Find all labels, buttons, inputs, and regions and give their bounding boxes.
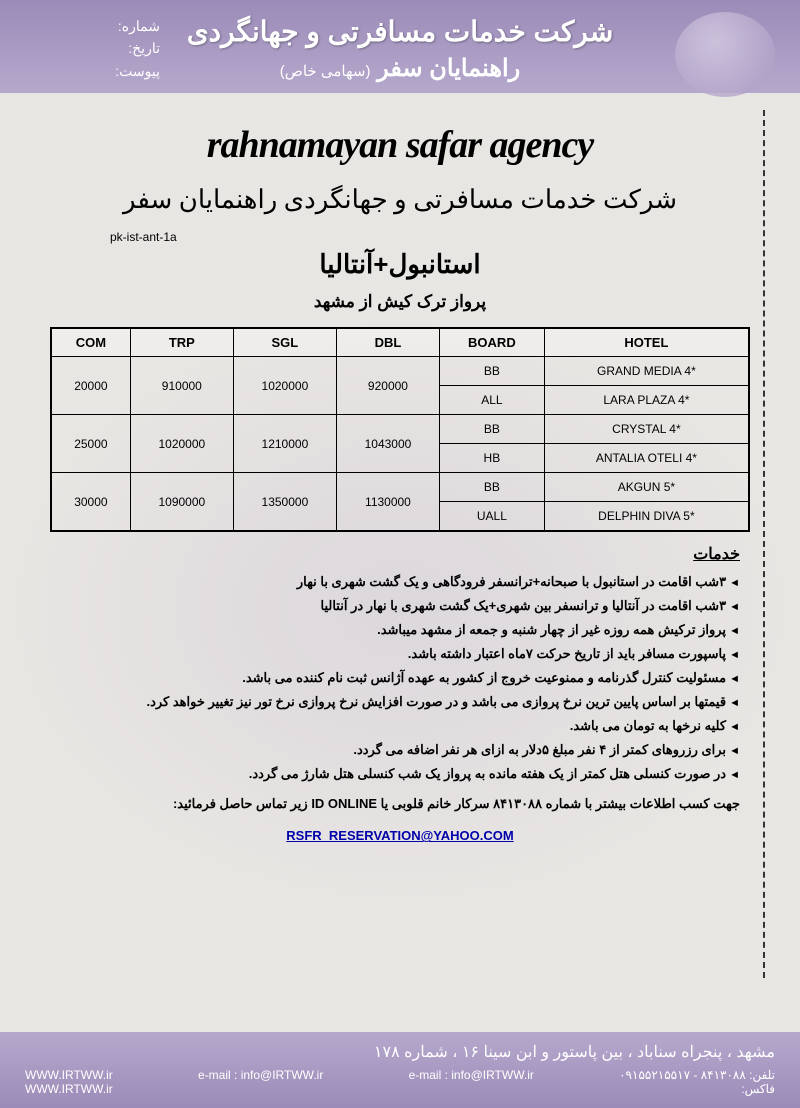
price-cell: 1210000 (233, 415, 336, 473)
service-item: در صورت کنسلی هتل کمتر از یک هفته مانده … (50, 762, 740, 786)
hotel-cell: GRAND MEDIA 4*LARA PLAZA 4* (544, 357, 749, 415)
globe-logo-icon (675, 12, 775, 97)
price-cell: 1020000 (233, 357, 336, 415)
service-item: کلیه نرخها به تومان می باشد. (50, 714, 740, 738)
destination-title: استانبول+آنتالیا (50, 249, 750, 280)
board-cell: BBHB (439, 415, 544, 473)
footer-web: WWW.IRTWW.ir (25, 1068, 113, 1082)
footer-address: مشهد ، پنجراه سناباد ، بین پاستور و ابن … (25, 1042, 775, 1062)
service-item: ۳شب اقامت در آنتالیا و ترانسفر بین شهری+… (50, 594, 740, 618)
footer-phone: تلفن: ۸۴۱۳۰۸۸ - ۰۹۱۵۵۲۱۵۵۱۷ (619, 1068, 775, 1082)
services-header: خدمات (50, 544, 740, 564)
services-list: ۳شب اقامت در استانبول با صبحانه+ترانسفر … (50, 570, 740, 786)
price-cell: 920000 (336, 357, 439, 415)
service-item: پرواز ترکیش همه روزه غیر از چهار شنبه و … (50, 618, 740, 642)
hotel-cell: CRYSTAL 4*ANTALIA OTELI 4* (544, 415, 749, 473)
table-row: 30000109000013500001130000BBUALLAKGUN 5*… (51, 473, 749, 532)
table-header-cell: DBL (336, 328, 439, 357)
price-table: COMTRPSGLDBLBOARDHOTEL 20000910000102000… (50, 327, 750, 532)
price-cell: 20000 (51, 357, 130, 415)
footer-fax: فاکس: (738, 1082, 775, 1096)
price-cell: 910000 (130, 357, 233, 415)
label-date: تاریخ: (115, 37, 160, 59)
agency-name-english: rahnamayan safar agency (50, 123, 750, 167)
service-item: قیمتها بر اساس پایین ترین نرخ پروازی می … (50, 690, 740, 714)
footer-web2: WWW.IRTWW.ir (25, 1082, 113, 1096)
header-labels: شماره: تاریخ: پیوست: (115, 15, 160, 82)
price-cell: 1020000 (130, 415, 233, 473)
price-cell: 1130000 (336, 473, 439, 532)
table-row: 200009100001020000920000BBALLGRAND MEDIA… (51, 357, 749, 415)
label-number: شماره: (115, 15, 160, 37)
hotel-cell: AKGUN 5*DELPHIN DIVA 5* (544, 473, 749, 532)
agency-name-farsi: شرکت خدمات مسافرتی و جهانگردی راهنمایان … (50, 185, 750, 215)
board-cell: BBUALL (439, 473, 544, 532)
table-header-cell: TRP (130, 328, 233, 357)
service-item: پاسپورت مسافر باید از تاریخ حرکت ۷ماه اع… (50, 642, 740, 666)
price-cell: 1043000 (336, 415, 439, 473)
board-cell: BBALL (439, 357, 544, 415)
price-cell: 25000 (51, 415, 130, 473)
footer-email2: e-mail : info@IRTWW.ir (198, 1068, 323, 1082)
letterhead-header: شماره: تاریخ: پیوست: شرکت خدمات مسافرتی … (0, 0, 800, 93)
package-code: pk-ist-ant-1a (110, 230, 750, 244)
price-cell: 1090000 (130, 473, 233, 532)
document-content: rahnamayan safar agency شرکت خدمات مسافر… (0, 93, 800, 865)
letterhead-footer: مشهد ، پنجراه سناباد ، بین پاستور و ابن … (0, 1032, 800, 1108)
footer-email: e-mail : info@IRTWW.ir (409, 1068, 534, 1082)
service-item: ۳شب اقامت در استانبول با صبحانه+ترانسفر … (50, 570, 740, 594)
flight-info: پرواز ترک کیش از مشهد (50, 292, 750, 312)
table-row: 25000102000012100001043000BBHBCRYSTAL 4*… (51, 415, 749, 473)
table-header-cell: SGL (233, 328, 336, 357)
service-item: مسئولیت کنترل گذرنامه و ممنوعیت خروج از … (50, 666, 740, 690)
table-header-cell: COM (51, 328, 130, 357)
service-item: برای رزروهای کمتر از ۴ نفر مبلغ ۵دلار به… (50, 738, 740, 762)
label-attachment: پیوست: (115, 60, 160, 82)
contact-info-line: جهت کسب اطلاعات بیشتر با شماره ۸۴۱۳۰۸۸ س… (50, 796, 740, 812)
reservation-email: RSFR_RESERVATION@YAHOO.COM (50, 827, 750, 845)
price-cell: 30000 (51, 473, 130, 532)
table-header-cell: BOARD (439, 328, 544, 357)
table-header-cell: HOTEL (544, 328, 749, 357)
email-link[interactable]: RSFR_RESERVATION@YAHOO.COM (286, 828, 513, 843)
price-cell: 1350000 (233, 473, 336, 532)
